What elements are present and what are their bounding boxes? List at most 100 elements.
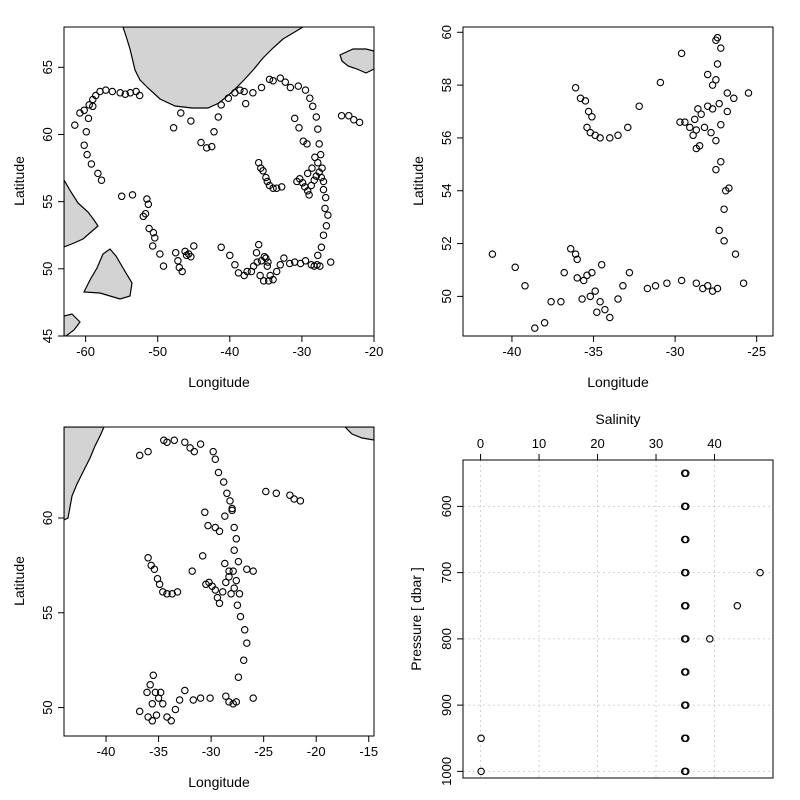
x-tick-label: 20 xyxy=(590,436,604,451)
data-point xyxy=(135,707,144,716)
data-point xyxy=(256,271,264,280)
data-point xyxy=(301,86,310,94)
data-point xyxy=(150,565,159,573)
x-tick-label: -15 xyxy=(359,744,378,759)
panel-map-subset-axes: -40 -35 -30 -25 -20 -15 50 55 60 xyxy=(40,511,378,759)
data-point xyxy=(682,502,690,511)
data-point xyxy=(276,261,285,269)
data-point xyxy=(187,117,195,125)
data-point xyxy=(144,554,152,562)
data-point xyxy=(296,497,305,505)
data-point xyxy=(588,113,596,121)
data-point xyxy=(706,635,714,643)
data-point xyxy=(712,136,720,145)
data-point xyxy=(224,94,233,102)
data-point xyxy=(713,60,722,68)
data-point xyxy=(217,101,225,109)
x-tick-label: -25 xyxy=(747,344,766,359)
y-tick-label: 54 xyxy=(439,184,454,198)
data-point xyxy=(614,131,622,140)
data-point xyxy=(171,248,180,257)
y-tick-label: 900 xyxy=(439,694,454,716)
x-axis-label: Longitude xyxy=(587,374,649,390)
data-point xyxy=(286,491,294,499)
data-point xyxy=(756,568,764,577)
data-point xyxy=(201,508,209,517)
x-axis-label: Salinity xyxy=(595,411,640,427)
data-point xyxy=(249,694,257,702)
x-axis-label: Longitude xyxy=(188,374,250,390)
data-point xyxy=(573,274,581,282)
data-point xyxy=(703,282,712,290)
data-point xyxy=(156,688,165,697)
data-point xyxy=(593,308,601,316)
data-point xyxy=(222,692,230,700)
data-point xyxy=(326,258,335,266)
data-point xyxy=(187,252,195,261)
x-tick-label: 30 xyxy=(649,436,663,451)
y-tick-label: 50 xyxy=(439,289,454,303)
data-point xyxy=(128,191,137,199)
x-tick-label: -60 xyxy=(76,344,95,359)
data-point xyxy=(682,734,690,743)
x-tick-label: -40 xyxy=(503,344,522,359)
data-point xyxy=(108,87,117,96)
data-point xyxy=(294,82,303,90)
data-point xyxy=(319,185,328,194)
data-point xyxy=(148,700,157,708)
data-point xyxy=(208,142,216,151)
data-point xyxy=(229,567,237,575)
y-tick-label: 50 xyxy=(40,700,55,714)
data-point xyxy=(677,49,686,58)
data-point xyxy=(196,440,205,448)
panel-map-zoom-points xyxy=(488,33,753,332)
data-point xyxy=(264,277,273,285)
data-point xyxy=(733,602,742,610)
data-point xyxy=(707,128,715,137)
y-tick-label: 800 xyxy=(439,628,454,650)
data-point xyxy=(314,125,322,133)
data-point xyxy=(682,568,690,577)
data-point xyxy=(700,123,709,132)
data-point xyxy=(712,76,720,84)
data-point xyxy=(211,586,220,594)
data-point xyxy=(71,121,79,129)
data-point xyxy=(319,231,328,239)
data-point xyxy=(721,186,730,195)
data-point xyxy=(694,105,702,113)
x-tick-label: -35 xyxy=(149,744,168,759)
data-point xyxy=(319,177,328,186)
data-point xyxy=(174,257,182,265)
land-greenland xyxy=(122,27,305,109)
data-point xyxy=(252,248,261,257)
data-point xyxy=(263,177,272,186)
data-point xyxy=(232,535,241,543)
data-point xyxy=(143,688,151,697)
data-point xyxy=(264,258,272,266)
data-point xyxy=(277,183,286,191)
data-point xyxy=(215,527,224,536)
data-point xyxy=(477,767,485,776)
data-point xyxy=(269,275,277,284)
data-point xyxy=(189,696,198,704)
data-point xyxy=(188,567,196,575)
data-point xyxy=(269,76,277,85)
x-tick-label: 40 xyxy=(707,436,721,451)
data-point xyxy=(303,169,312,178)
data-point xyxy=(521,282,529,290)
data-point xyxy=(190,242,198,250)
data-point xyxy=(588,268,596,277)
data-point xyxy=(226,251,234,260)
data-point xyxy=(557,297,565,306)
y-tick-label: 45 xyxy=(40,329,55,343)
data-point xyxy=(624,123,632,132)
data-point xyxy=(682,668,690,676)
data-point xyxy=(681,118,689,126)
data-point xyxy=(677,276,686,285)
data-point xyxy=(717,120,725,129)
data-point xyxy=(232,576,241,585)
data-point xyxy=(231,261,239,269)
data-point xyxy=(167,717,175,725)
data-point xyxy=(635,102,643,110)
data-point xyxy=(571,83,580,92)
